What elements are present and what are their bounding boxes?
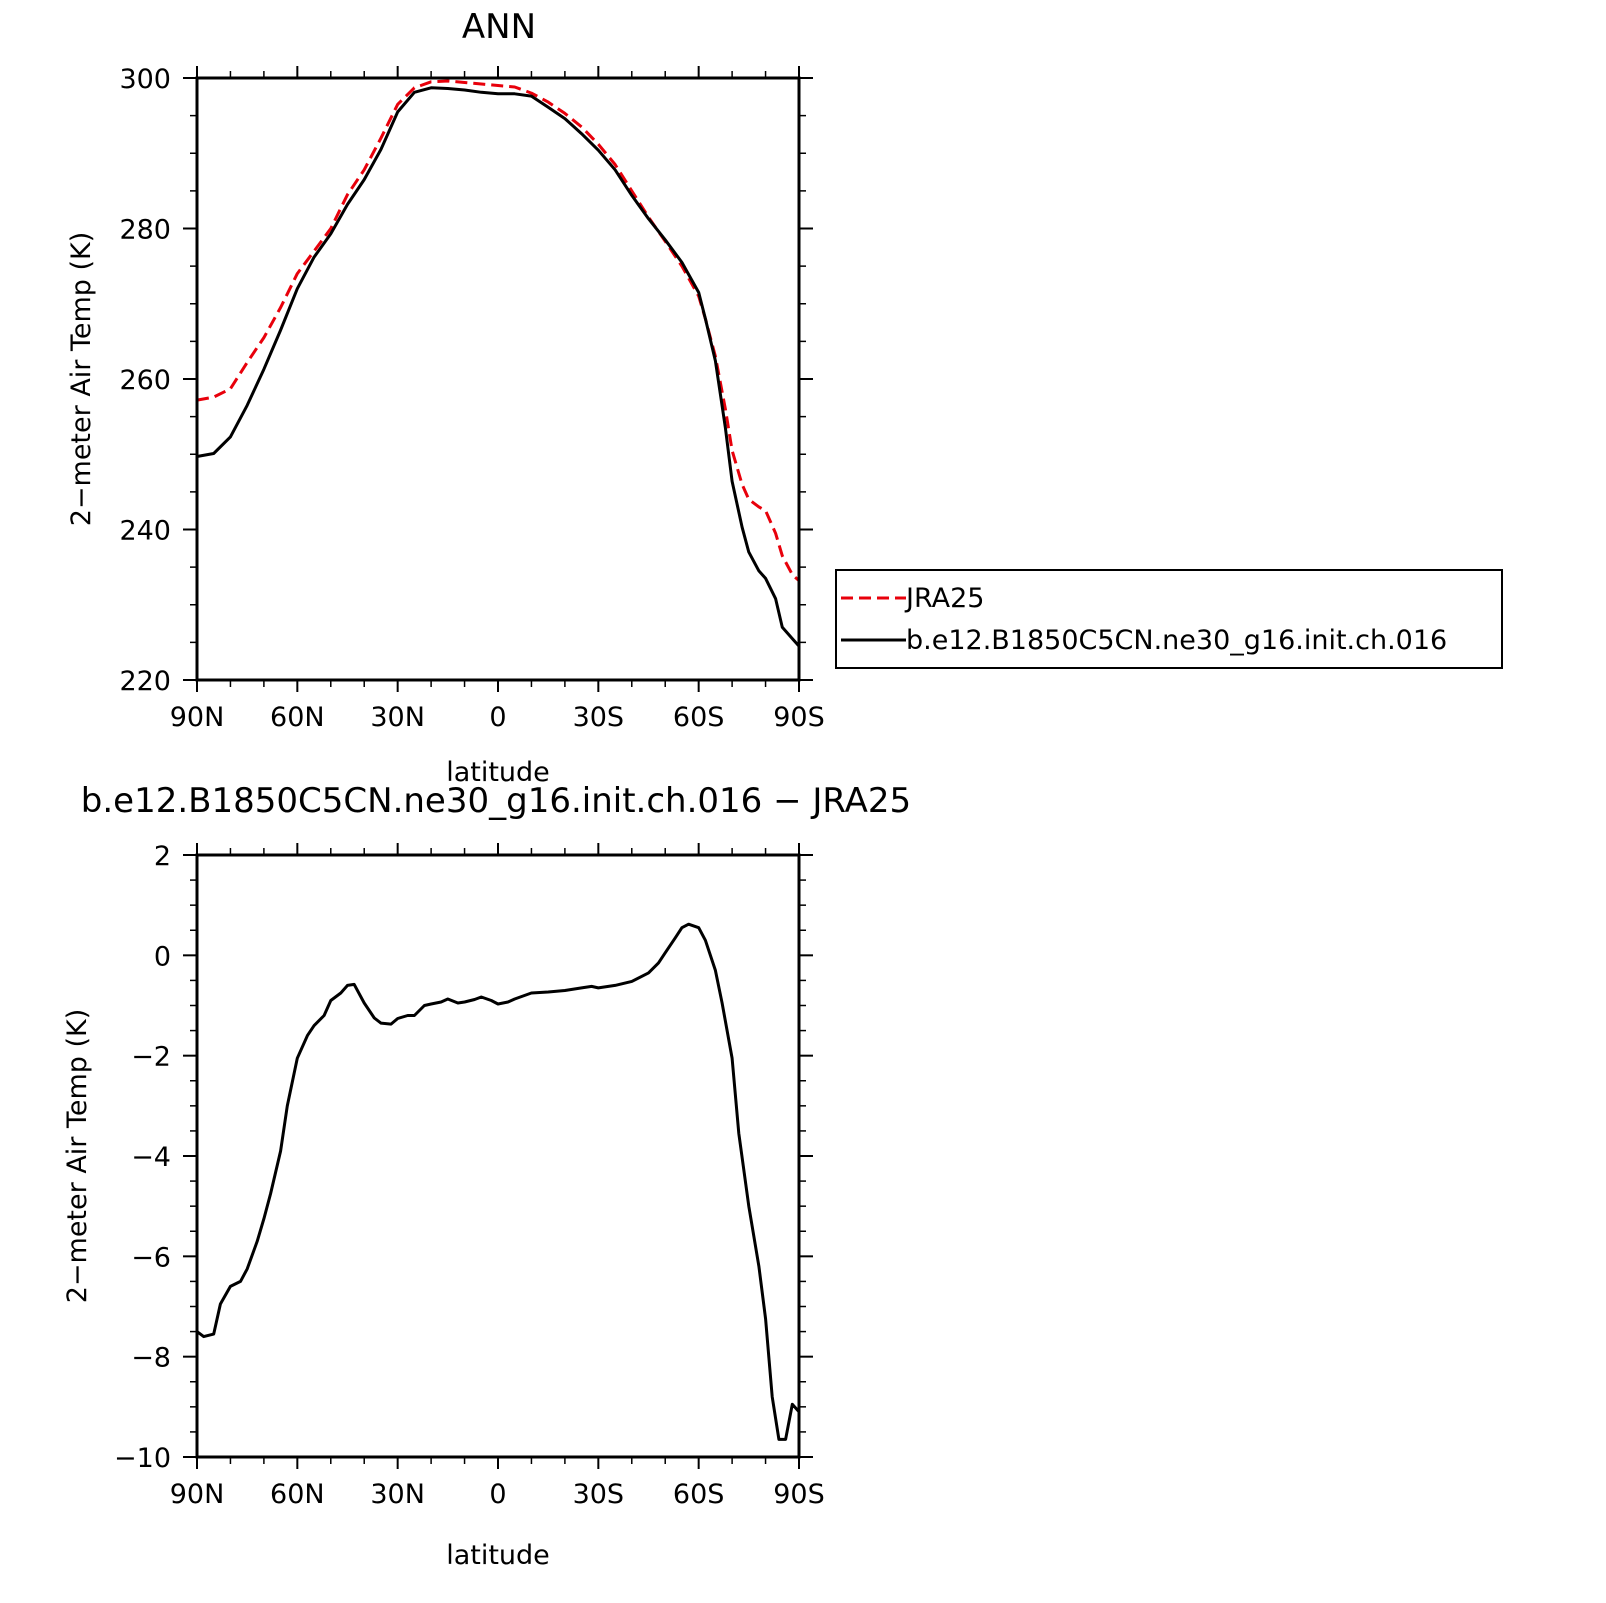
- x-tick-label: 0: [489, 702, 506, 733]
- x-tick-label: 60N: [270, 1479, 325, 1510]
- x-axis-label: latitude: [446, 1540, 550, 1571]
- plot-frame: [195, 853, 801, 1459]
- legend-box: [835, 569, 1503, 669]
- y-tick-label: 220: [119, 666, 171, 697]
- legend-label-model: b.e12.B1850C5CN.ne30_g16.init.ch.016: [906, 625, 1447, 656]
- x-tick-label: 30S: [573, 1479, 625, 1510]
- plot-lines: [196, 922, 801, 1441]
- legend-label-jra25: JRA25: [904, 583, 984, 614]
- x-tick-label: 90N: [170, 1479, 225, 1510]
- x-tick-label: 30S: [573, 702, 625, 733]
- tick-labels: 90N 60N 30N 0 30S 60S 90S 220 240 260 280 300: [119, 64, 824, 733]
- series-line-0: [196, 922, 801, 1441]
- y-tick-label: −4: [131, 1142, 171, 1173]
- y-tick-label: 300: [119, 64, 171, 95]
- x-tick-label: 90S: [773, 1479, 825, 1510]
- tick-labels: 90N 60N 30N 0 30S 60S 90S −10 −8 −6 −4 −2 0 2: [114, 841, 825, 1510]
- x-tick-label: 90S: [773, 702, 825, 733]
- y-tick-label: −10: [114, 1443, 171, 1474]
- y-axis-label: 2−meter Air Temp (K): [66, 232, 97, 527]
- y-axis-label: 2−meter Air Temp (K): [62, 1009, 93, 1304]
- series-line-0: [196, 79, 801, 582]
- y-tick-label: 2: [154, 841, 171, 872]
- panel-bottom: b.e12.B1850C5CN.ne30_g16.init.ch.016 − J…: [62, 781, 911, 1571]
- x-tick-label: 60S: [673, 702, 725, 733]
- panel-top: ANN 90N 60N 30N 0 30S 60S 90S 220 240 260 280 300 l…: [66, 7, 825, 788]
- chart-title: ANN: [462, 7, 536, 47]
- x-tick-label: 90N: [170, 702, 225, 733]
- x-tick-label: 60N: [270, 702, 325, 733]
- chart-title: b.e12.B1850C5CN.ne30_g16.init.ch.016 − J…: [81, 781, 911, 821]
- x-tick-label: 0: [489, 1479, 506, 1510]
- plot-lines: [196, 79, 801, 648]
- x-tick-label: 60S: [673, 1479, 725, 1510]
- x-tick-label: 30N: [370, 1479, 425, 1510]
- x-axis-label: latitude: [446, 757, 550, 788]
- y-tick-label: 240: [119, 516, 171, 547]
- legend: JRA25 b.e12.B1850C5CN.ne30_g16.init.ch.0…: [835, 569, 1503, 669]
- y-tick-label: −2: [131, 1042, 171, 1073]
- x-tick-label: 30N: [370, 702, 425, 733]
- series-line-1: [196, 86, 801, 648]
- y-tick-label: −8: [131, 1343, 171, 1374]
- tick-marks: [183, 66, 813, 692]
- y-tick-label: −6: [131, 1242, 171, 1273]
- tick-marks: [183, 843, 813, 1469]
- y-tick-label: 260: [119, 365, 171, 396]
- y-tick-label: 280: [119, 215, 171, 246]
- plot-frame: [195, 76, 801, 682]
- y-tick-label: 0: [154, 941, 171, 972]
